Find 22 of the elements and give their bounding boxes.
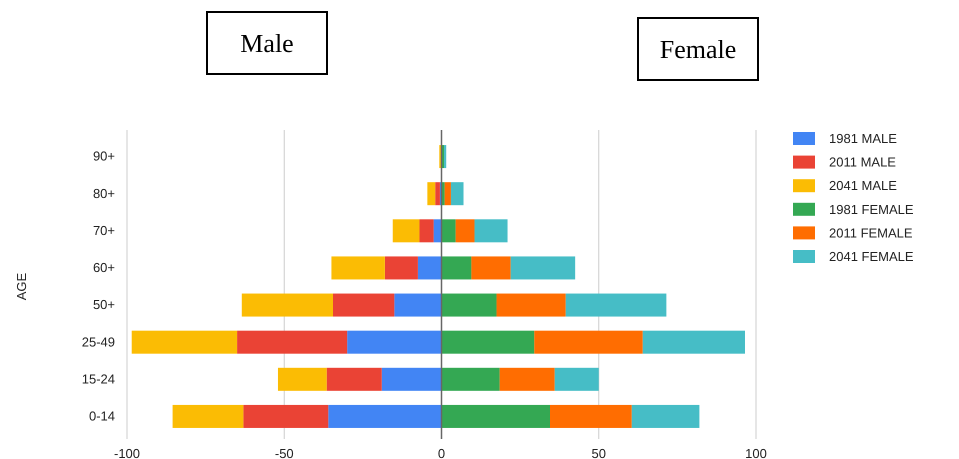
y-tick-label: 0-14 <box>88 408 115 424</box>
x-tick-label: 100 <box>745 446 767 459</box>
x-tick-label: -100 <box>114 446 140 459</box>
legend-label: 1981 MALE <box>829 131 898 146</box>
x-tick-label: 0 <box>438 446 446 459</box>
text: Male <box>240 29 294 58</box>
x-tick-label: -50 <box>274 446 294 459</box>
y-tick-label: 15-24 <box>82 371 115 386</box>
x-tick-label: 50 <box>592 446 606 459</box>
y-tick-label: 60+ <box>92 260 115 276</box>
y-tick-label: 90+ <box>92 148 115 164</box>
y-tick-label: 80+ <box>92 186 115 201</box>
legend-label: 2011 MALE <box>829 154 896 170</box>
y-tick-label: 25-49 <box>82 334 115 350</box>
text: Female <box>660 35 736 64</box>
legend-label: 2011 FEMALE <box>829 225 913 240</box>
y-axis-title: AGE <box>14 272 29 300</box>
legend-label: 2041 MALE <box>829 178 898 194</box>
y-tick-label: 50+ <box>92 297 115 312</box>
legend-label: 1981 FEMALE <box>829 202 914 217</box>
legend-label: 2041 FEMALE <box>829 249 914 264</box>
y-tick-label: 70+ <box>92 222 115 238</box>
